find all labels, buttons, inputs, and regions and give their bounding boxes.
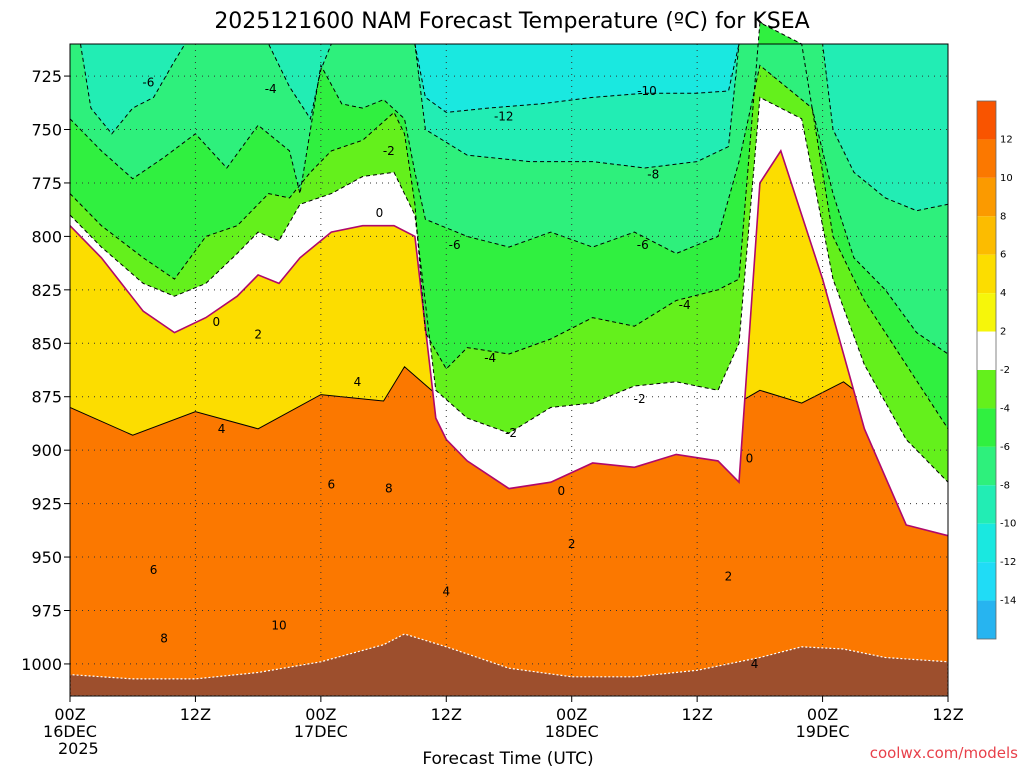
contour-label: 8 [385, 482, 393, 496]
contour-label: 2 [725, 569, 733, 583]
contour-label: -4 [265, 82, 277, 96]
colorbar-label: -14 [1000, 596, 1016, 607]
colorbar-swatch [977, 177, 996, 217]
contour-label: 8 [160, 631, 168, 645]
contour-label: 4 [442, 584, 450, 598]
contour-label: 6 [327, 477, 335, 491]
x-tick-year: 2025 [58, 739, 99, 758]
contour-label: 10 [271, 618, 286, 632]
x-tick-label: 12Z [180, 705, 211, 724]
x-tick-label: 12Z [431, 705, 462, 724]
colorbar-label: -8 [1000, 480, 1010, 491]
color-bar-legend: 12 10 8 6 4 2 -2 -4 -6 -8 -10 -12 -14 [976, 100, 1016, 640]
contour-label: -2 [634, 392, 646, 406]
isotherm-line-0 [69, 149, 949, 537]
contour-label: -6 [637, 238, 649, 252]
colorbar-swatch [977, 293, 996, 332]
colorbar-label: -12 [1000, 557, 1016, 568]
colorbar-label: -4 [1000, 403, 1010, 414]
colorbar-swatch [977, 485, 996, 524]
colorbar-swatch [977, 600, 996, 639]
isotherm-line--2 [69, 96, 949, 483]
colorbar-swatch [977, 101, 996, 140]
contour-label: -4 [484, 351, 496, 365]
y-tick-label: 925 [31, 495, 62, 514]
contour-label: 2 [568, 537, 576, 551]
credit-link[interactable]: coolwx.com/models [870, 744, 1018, 762]
x-tick-label: 00Z [54, 705, 85, 724]
contour-label: 4 [218, 422, 226, 436]
x-tick-date: 16DEC [43, 722, 97, 741]
contour-label: -2 [505, 426, 517, 440]
y-tick-label: 825 [31, 281, 62, 300]
x-tick-label: 00Z [556, 705, 587, 724]
terrain-surface [69, 633, 949, 697]
isotherm-line--8 [80, 43, 949, 212]
colorbar-swatch [977, 216, 996, 255]
colorbar-swatch [977, 254, 996, 294]
contour-label: 2 [254, 328, 262, 342]
colorbar-label: 10 [1000, 173, 1013, 184]
colorbar-swatch [977, 331, 996, 370]
colorbar-label: 2 [1000, 327, 1006, 338]
x-tick-date: 19DEC [796, 722, 850, 741]
colorbar-label: 4 [1000, 288, 1006, 299]
colorbar-swatch [977, 139, 996, 178]
plot-area: -6 -4 -2 0 -10 -12 -8 -6 -6 -4 -4 -2 -2 0 0 0 2 2 2 4 4 4 4 6 6 8… [69, 21, 949, 697]
contour-label: -8 [647, 167, 659, 181]
isotherm-fill--10 [70, 44, 948, 113]
contour-label: 4 [751, 657, 759, 671]
x-tick-date: 17DEC [294, 722, 348, 741]
x-axis-label: Forecast Time (UTC) [422, 749, 593, 768]
y-tick-label: 750 [31, 121, 62, 140]
contour-label: -12 [494, 110, 514, 124]
colorbar-label: -10 [1000, 519, 1016, 530]
y-tick-label: 950 [31, 548, 62, 567]
colorbar-swatch [977, 523, 996, 563]
y-tick-label: 800 [31, 227, 62, 246]
colorbar-swatch [977, 446, 996, 486]
contour-label: -4 [679, 298, 691, 312]
x-tick-label: 12Z [681, 705, 712, 724]
isotherm-line--6 [69, 63, 949, 355]
y-axis: 725 750 775 800 825 850 875 900 925 950 975 1000 [21, 67, 70, 674]
contour-label: -10 [637, 84, 657, 98]
x-tick-label: 00Z [305, 705, 336, 724]
contour-label: -6 [142, 75, 154, 89]
y-tick-label: 725 [31, 67, 62, 86]
y-tick-label: 850 [31, 334, 62, 353]
chart-title: 2025121600 NAM Forecast Temperature (ºC)… [214, 9, 809, 34]
colorbar-swatch [977, 562, 996, 601]
x-tick-label: 00Z [807, 705, 838, 724]
x-tick-label: 12Z [932, 705, 963, 724]
contour-label: 0 [557, 484, 565, 498]
contour-label: -2 [383, 144, 395, 158]
colorbar-label: 12 [1000, 134, 1013, 145]
contour-label: 0 [213, 315, 221, 329]
y-tick-label: 900 [31, 441, 62, 460]
y-tick-label: 1000 [21, 655, 62, 674]
colorbar-label: -2 [1000, 365, 1010, 376]
y-tick-label: 975 [31, 601, 62, 620]
contour-label: -6 [449, 238, 461, 252]
y-tick-label: 875 [31, 388, 62, 407]
colorbar-frame [976, 100, 997, 640]
plot-frame [69, 43, 949, 697]
y-tick-label: 775 [31, 174, 62, 193]
x-tick-date: 18DEC [545, 722, 599, 741]
contour-label: 0 [376, 206, 384, 220]
colorbar-label: 6 [1000, 250, 1006, 261]
colorbar-swatch [977, 370, 996, 409]
contour-label: 6 [150, 563, 158, 577]
contour-label: 4 [354, 375, 362, 389]
contour-label: 0 [746, 452, 754, 466]
colorbar-swatch [977, 408, 996, 447]
colorbar-label: -6 [1000, 442, 1010, 453]
colorbar-label: 8 [1000, 211, 1006, 222]
